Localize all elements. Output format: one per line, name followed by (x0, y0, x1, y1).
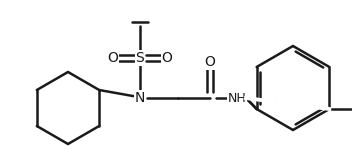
Text: O: O (205, 55, 215, 69)
Text: O: O (108, 51, 118, 65)
Text: N: N (135, 91, 145, 105)
Text: NH: NH (228, 92, 246, 105)
Text: S: S (136, 51, 144, 65)
Text: O: O (162, 51, 172, 65)
